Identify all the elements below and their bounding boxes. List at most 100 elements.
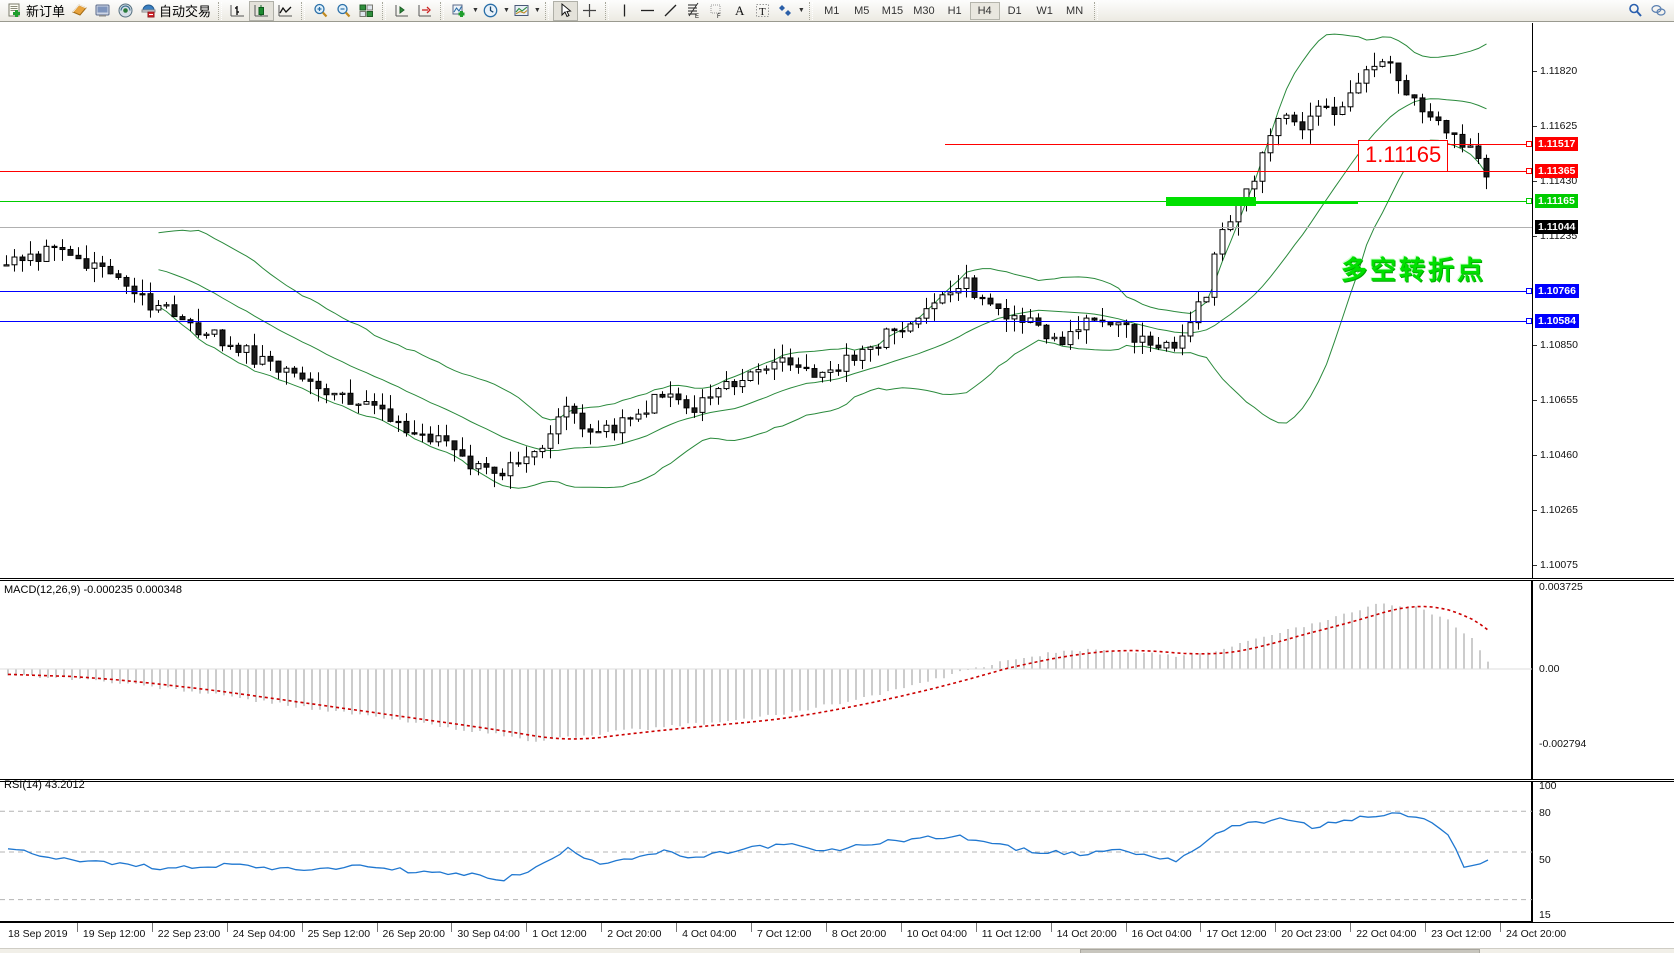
horizontal-line-icon — [639, 2, 656, 19]
price-level-label-support-2[interactable]: 1.10584 — [1535, 314, 1579, 328]
time-tick-label: 11 Oct 12:00 — [981, 928, 1042, 940]
time-tick-separator — [1425, 923, 1427, 932]
zoom-in-button[interactable] — [309, 1, 332, 21]
price-level-line-pivot-green[interactable] — [0, 201, 1532, 202]
crosshair-icon — [581, 2, 598, 19]
indicators-button[interactable] — [448, 1, 471, 21]
shapes-button[interactable] — [774, 1, 797, 21]
tile-windows-button[interactable] — [355, 1, 378, 21]
timeframe-m1[interactable]: M1 — [824, 4, 840, 17]
templates-button[interactable] — [510, 1, 533, 21]
shift-chart-button[interactable] — [390, 1, 413, 21]
rsi-pane[interactable] — [0, 782, 1532, 922]
price-level-line-support-1[interactable] — [0, 291, 1532, 292]
horizontal-line-button[interactable] — [636, 1, 659, 21]
price-tick-label: 1.11820 — [1540, 65, 1578, 77]
timeframe-h4[interactable]: H4 — [969, 1, 1000, 20]
price-level-handle-support-2[interactable] — [1526, 318, 1532, 324]
text-label-button[interactable]: T — [751, 1, 774, 21]
timeframe-m30[interactable]: M30 — [913, 4, 935, 17]
price-level-label-support-1[interactable]: 1.10766 — [1535, 284, 1579, 298]
price-level-line-bid-price[interactable] — [0, 227, 1532, 228]
time-tick-label: 8 Oct 20:00 — [831, 928, 887, 940]
market-watch-button[interactable] — [114, 1, 137, 21]
price-scale[interactable]: 1.11820 1.11625 1.11430 1.11235 1.10850 1.106… — [1532, 23, 1674, 953]
templates-dropdown-arrow[interactable]: ▼ — [533, 7, 541, 14]
chart-text-note[interactable]: 多空转折点 — [1341, 256, 1487, 286]
price-chart-pane[interactable] — [0, 23, 1532, 578]
bar-chart-button[interactable] — [226, 1, 249, 21]
chat-button[interactable] — [1647, 1, 1670, 21]
fibonacci-button[interactable]: E — [682, 1, 705, 21]
timeframe-mn[interactable]: MN — [1066, 4, 1084, 17]
price-level-line-support-2[interactable] — [0, 321, 1532, 322]
vertical-line-button[interactable] — [613, 1, 636, 21]
candlestick-chart-icon — [253, 2, 270, 19]
time-tick-separator — [900, 923, 902, 932]
price-level-label-pivot-green[interactable]: 1.11165 — [1535, 194, 1578, 208]
price-level-label-bid-price[interactable]: 1.11044 — [1535, 220, 1579, 234]
price-tick: 1.11430 — [1533, 175, 1674, 187]
navigator-button[interactable] — [91, 1, 114, 21]
find-button[interactable] — [1624, 1, 1647, 21]
periods-button[interactable] — [479, 1, 502, 21]
cursor-icon — [557, 2, 574, 19]
rsi-tick-label: 15 — [1539, 909, 1551, 921]
time-tick-label: 22 Sep 23:00 — [157, 928, 221, 940]
price-tick: 1.10460 — [1533, 449, 1674, 461]
time-tick-label: 1 Oct 12:00 — [532, 928, 587, 940]
toolbar-separator-5 — [544, 1, 549, 20]
channel-button[interactable]: F — [705, 1, 728, 21]
macd-tick: -0.002794 — [1533, 738, 1674, 750]
price-annotation-box[interactable]: 1.11165 — [1358, 140, 1449, 172]
text-button[interactable]: A — [728, 1, 751, 21]
macd-tick-label: 0.00 — [1539, 663, 1560, 675]
auto-trading-button[interactable]: 自动交易 — [137, 1, 214, 21]
timeframe-w1[interactable]: W1 — [1036, 4, 1053, 17]
cursor-button[interactable] — [552, 0, 578, 21]
macd-pane[interactable] — [0, 581, 1532, 779]
price-level-handle-pivot-green[interactable] — [1526, 198, 1532, 204]
channel-icon: F — [708, 2, 725, 19]
macd-canvas — [0, 603, 1532, 742]
price-tick: 1.10850 — [1533, 339, 1674, 351]
price-level-line-resistance-2[interactable] — [0, 171, 1532, 172]
candlestick-chart-button[interactable] — [249, 0, 275, 21]
price-chart-canvas — [3, 33, 1490, 489]
pane-separator-rsi[interactable] — [0, 779, 1674, 782]
timeframe-d1[interactable]: D1 — [1007, 4, 1022, 17]
time-tick-label: 24 Sep 04:00 — [232, 928, 296, 940]
macd-label: MACD(12,26,9) -0.000235 0.000348 — [4, 584, 182, 596]
pane-separator-macd[interactable] — [0, 578, 1674, 581]
price-level-handle-resistance-2[interactable] — [1526, 168, 1532, 174]
periods-dropdown-arrow[interactable]: ▼ — [502, 7, 510, 14]
time-tick-label: 17 Oct 12:00 — [1206, 928, 1267, 940]
new-order-button[interactable]: 新订单 — [4, 1, 68, 21]
price-level-label-resistance-2[interactable]: 1.11365 — [1535, 164, 1579, 178]
price-level-line-resistance-1[interactable] — [945, 144, 1532, 145]
line-chart-icon — [277, 2, 294, 19]
shapes-dropdown-arrow[interactable]: ▼ — [797, 7, 805, 14]
trendline-button[interactable] — [659, 1, 682, 21]
time-tick-separator — [1275, 923, 1277, 932]
crosshair-button[interactable] — [578, 1, 601, 21]
scrollbar-thumb[interactable] — [1080, 949, 1480, 953]
timeframe-m5[interactable]: M5 — [854, 4, 870, 17]
price-level-label-resistance-1[interactable]: 1.11517 — [1535, 137, 1579, 151]
indicators-dropdown-arrow[interactable]: ▼ — [472, 7, 479, 14]
timeframe-h1[interactable]: H1 — [947, 4, 962, 17]
price-level-handle-support-1[interactable] — [1526, 288, 1532, 294]
pivot-zone-highlight[interactable] — [1166, 197, 1256, 206]
horizontal-scrollbar[interactable] — [0, 948, 1674, 953]
price-tick-label: 1.10655 — [1540, 394, 1578, 406]
auto-scroll-button[interactable] — [413, 1, 436, 21]
line-chart-button[interactable] — [274, 1, 297, 21]
time-scale[interactable]: 18 Sep 2019 19 Sep 12:00 22 Sep 23:00 24 Se… — [0, 922, 1674, 953]
time-tick-label: 4 Oct 04:00 — [682, 928, 737, 940]
timeframe-m15[interactable]: M15 — [881, 4, 904, 17]
price-level-handle-resistance-1[interactable] — [1526, 141, 1532, 147]
zoom-out-button[interactable] — [332, 1, 355, 21]
metaeditor-button[interactable] — [68, 1, 91, 21]
price-tick-label: 1.10265 — [1540, 504, 1578, 516]
